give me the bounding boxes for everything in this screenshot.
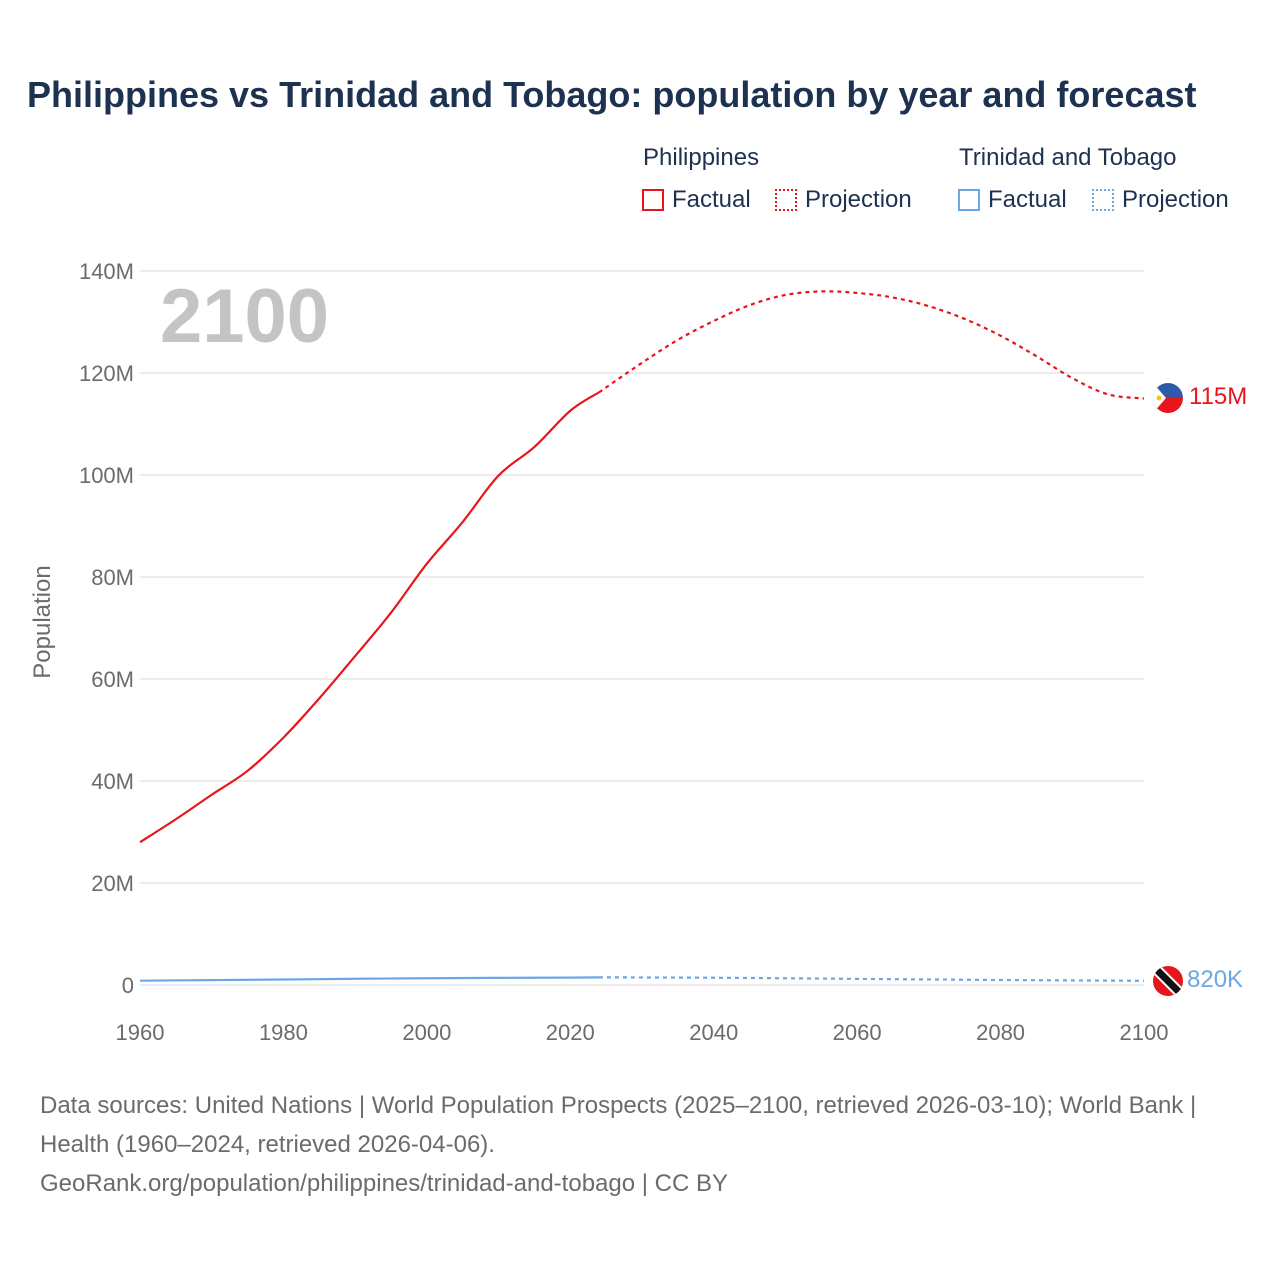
data-sources: Data sources: United Nations | World Pop… [40, 1092, 1197, 1158]
trinidad-and-tobagoprojection-line [598, 976, 1145, 982]
y-axis-label: Population [29, 565, 56, 678]
y-tick-label: 0 [122, 973, 134, 998]
philippinesprojection-line [598, 290, 1145, 400]
y-tick-label: 40M [91, 769, 134, 794]
x-tick-label: 2020 [546, 1020, 595, 1045]
x-tick-label: 2000 [402, 1020, 451, 1045]
legend-label: Projection [805, 186, 912, 213]
x-axis-ticks: 1960 1980 2000 2020 2040 2060 2080 2100 [116, 1020, 1169, 1045]
trinidad-flag-icon [1153, 966, 1183, 996]
legend-group-philippines: Philippines [643, 144, 760, 171]
legend-swatch-solid [642, 189, 664, 211]
y-axis-ticks: 0 20M 40M 60M 80M 100M 120M 140M [79, 259, 134, 998]
x-tick-label: 2100 [1120, 1020, 1169, 1045]
trinidad-end-label: 820K [1187, 966, 1243, 993]
x-tick-label: 2040 [689, 1020, 738, 1045]
legend-label: Projection [1122, 186, 1229, 213]
legend-label: Factual [988, 186, 1067, 213]
year-watermark: 2100 [160, 274, 329, 359]
chart-title: Philippines vs Trinidad and Tobago: popu… [27, 74, 1197, 115]
population-chart: 2100 0 20M 40M 60M 80M 100M 120M 140M 1960 1980 2… [29, 259, 1247, 1045]
legend-philippines-projection[interactable]: Projection [775, 186, 912, 214]
philippines-end-label: 115M [1189, 383, 1247, 410]
philippines-flag-icon [1153, 383, 1183, 413]
source-link[interactable]: GeoRank.org/population/philippines/trini… [40, 1170, 728, 1197]
y-tick-label: 140M [79, 259, 134, 284]
legend-trinidad-projection[interactable]: Projection [1092, 186, 1229, 214]
end-markers [1153, 383, 1183, 996]
x-tick-label: 1960 [116, 1020, 165, 1045]
legend-swatch-dotted [775, 189, 797, 211]
y-tick-label: 120M [79, 361, 134, 386]
y-tick-label: 80M [91, 565, 134, 590]
legend-group-trinidad: Trinidad and Tobago [959, 144, 1177, 171]
series-lines [139, 290, 1145, 982]
philippinesfactual-line [139, 391, 600, 844]
legend-trinidad-factual[interactable]: Factual [958, 186, 1067, 214]
y-tick-label: 60M [91, 667, 134, 692]
trinidad-and-tobagofactual-line [139, 976, 599, 982]
x-tick-label: 1980 [259, 1020, 308, 1045]
x-tick-label: 2060 [833, 1020, 882, 1045]
footer: Data sources: United Nations | World Pop… [40, 1086, 1240, 1203]
y-tick-label: 20M [91, 871, 134, 896]
gridlines [140, 270, 1144, 986]
legend-swatch-dotted [1092, 189, 1114, 211]
legend-label: Factual [672, 186, 751, 213]
y-tick-label: 100M [79, 463, 134, 488]
legend-swatch-solid [958, 189, 980, 211]
x-tick-label: 2080 [976, 1020, 1025, 1045]
legend-philippines-factual[interactable]: Factual [642, 186, 751, 214]
